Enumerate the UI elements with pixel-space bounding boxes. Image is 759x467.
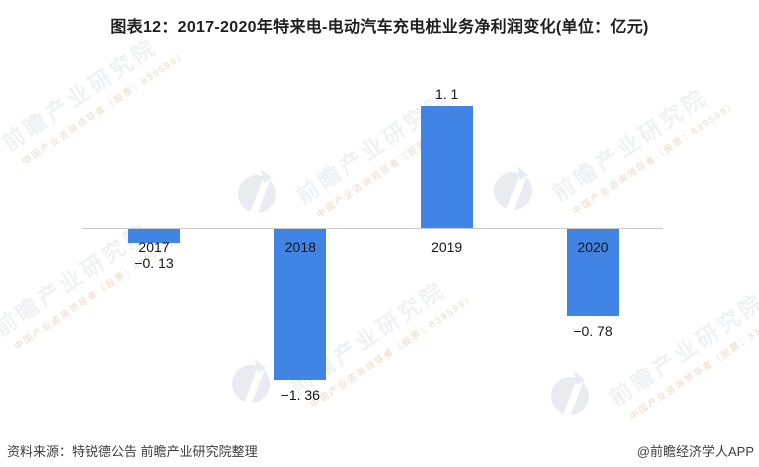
credit-note: @前瞻经济学人APP [636,444,754,459]
x-tick-label-2019: 2019 [431,239,463,255]
x-axis-line [82,228,663,229]
bar-2018 [274,229,327,380]
value-label-2018: −1. 36 [280,387,320,403]
bar-2019 [420,106,473,228]
x-tick-label-2017: 2017 [138,239,170,255]
chart-title: 图表12：2017-2020年特来电-电动汽车充电桩业务净利润变化(单位：亿元) [110,19,649,36]
x-tick-label-2020: 2020 [577,239,609,255]
x-tick-label-2018: 2018 [284,239,316,255]
value-label-2019: 1. 1 [434,86,459,102]
bar-2017 [128,229,180,243]
value-label-2017: −0. 13 [134,255,174,271]
value-label-2020: −0. 78 [573,323,613,339]
bar-2020 [566,229,619,316]
source-note: 资料来源：特锐德公告 前瞻产业研究院整理 [7,444,258,459]
